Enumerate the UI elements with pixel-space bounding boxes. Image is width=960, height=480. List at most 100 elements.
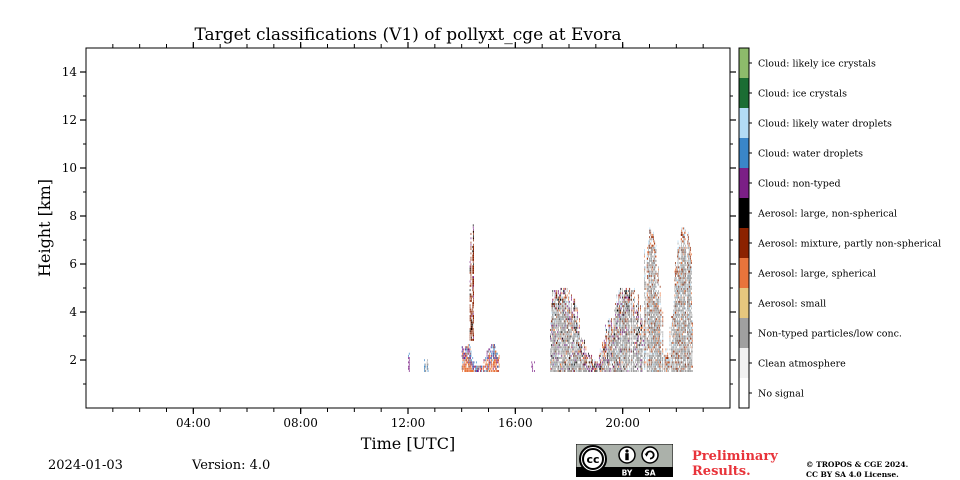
data-cell [645,313,647,316]
data-cell [651,264,653,267]
data-cell [657,320,659,323]
data-cell [568,322,570,325]
data-cell [464,370,466,372]
data-cell [617,328,618,331]
data-cell [554,339,556,342]
data-cell [674,361,676,364]
data-cell [492,370,494,372]
data-cell [461,354,463,357]
data-cell [601,370,602,372]
data-cell [615,357,617,360]
data-cell [599,350,601,353]
data-cell [672,361,674,364]
data-cell [560,324,561,327]
data-cell [561,346,563,349]
data-cell [573,333,575,336]
data-cell [634,290,635,293]
data-cell [496,361,498,364]
data-cell [566,331,568,334]
data-cell [624,320,625,323]
data-cell [598,365,600,368]
data-cell [461,346,463,349]
data-cell [672,354,674,357]
data-cell [674,290,676,293]
data-cell [472,308,474,311]
data-cell [659,354,661,357]
data-cell [648,335,650,338]
data-cell [618,357,620,360]
data-cell [659,335,661,338]
data-cell [611,354,613,357]
data-cell [650,344,652,347]
data-cell [573,339,575,342]
data-cell [624,294,626,297]
data-cell [650,303,652,306]
data-cell [632,322,634,325]
data-cell [623,296,625,299]
data-cell [570,357,572,360]
data-cell [569,370,571,372]
data-cell [489,352,491,355]
data-cell [624,296,626,299]
data-cell [573,354,575,357]
data-cell [617,320,619,323]
data-cell [464,363,466,366]
data-cell [648,331,650,334]
data-cell [653,268,654,271]
data-cell [577,341,579,344]
data-cell [672,322,674,325]
data-cell [653,352,655,355]
data-cell [644,249,645,252]
data-cell [613,344,615,347]
data-cell [566,290,568,293]
data-cell [551,322,552,325]
data-cell [471,297,472,300]
data-cell [564,292,565,295]
data-cell [674,268,676,271]
data-cell [553,337,555,340]
data-cell [659,316,661,318]
data-cell [653,350,655,353]
data-cell [604,361,606,364]
data-cell [467,359,469,362]
data-cell [574,365,576,368]
data-cell [673,346,675,349]
data-cell [650,270,652,273]
data-cell [651,328,653,331]
data-cell [655,307,657,310]
data-cell [620,333,622,336]
data-cell [650,365,652,368]
data-cell [655,335,657,338]
data-cell [497,359,499,362]
data-cell [652,285,653,288]
data-cell [577,344,579,347]
data-cell [471,338,473,341]
data-cell [653,264,654,267]
data-cell [560,307,561,310]
data-cell [588,367,590,370]
data-cell [472,250,474,253]
data-cell [619,357,621,360]
data-cell [553,350,555,353]
data-cell [571,367,572,370]
data-cell [577,346,578,349]
data-cell [606,331,607,334]
data-cell [650,292,652,295]
data-cell [566,333,568,336]
data-cell [471,370,473,372]
data-cell [652,279,653,282]
data-cell [626,322,627,325]
data-cell [573,316,574,318]
data-cell [554,292,556,295]
data-cell [641,348,643,351]
data-cell [648,354,650,357]
data-cell [568,337,570,340]
data-cell [623,344,624,347]
data-cell [561,326,563,329]
data-cell [590,367,592,370]
data-cell [488,354,490,357]
data-cell [676,331,678,334]
data-cell [497,357,499,360]
data-cell [634,296,635,299]
data-cell [564,341,566,344]
